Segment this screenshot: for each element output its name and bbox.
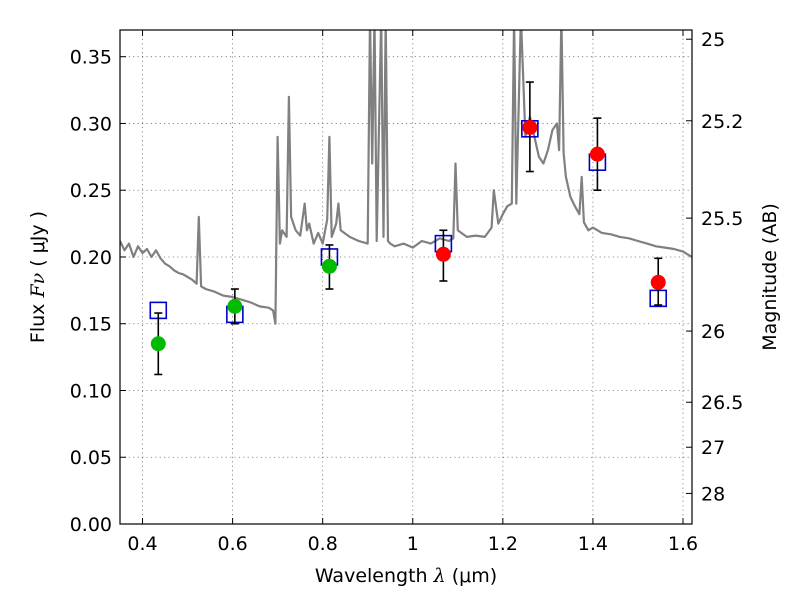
right-tick-label: 25.2 <box>701 111 743 133</box>
x-tick-label: 1.6 <box>668 533 698 555</box>
data-point <box>589 146 605 162</box>
right-tick-label: 25 <box>701 29 725 51</box>
axis-ticks: 0.4 0.6 0.8 1 1.2 1.4 1.6 0.00 0.05 0.10 0.15 0.20 0… <box>70 29 744 555</box>
y-tick-label: 0.15 <box>70 314 112 336</box>
right-axis-label: Magnitude (AB) <box>759 203 781 351</box>
data-point <box>150 336 166 352</box>
x-tick-label: 0.8 <box>308 533 338 555</box>
x-tick-label: 1.2 <box>488 533 518 555</box>
y-tick-label: 0.05 <box>70 447 112 469</box>
data-point <box>522 119 538 135</box>
x-tick-label: 0.6 <box>217 533 247 555</box>
right-tick-label: 28 <box>701 483 725 505</box>
data-point <box>435 246 451 262</box>
plot-frame <box>119 29 693 525</box>
y-axis-label: Flux Fν ( μJy ) <box>27 211 49 343</box>
y-tick-label: 0.25 <box>70 180 112 202</box>
right-tick-label: 27 <box>701 437 725 459</box>
x-axis-label: Wavelength λ (μm) <box>315 565 497 587</box>
y-tick-label: 0.30 <box>70 113 112 135</box>
y-tick-label: 0.10 <box>70 380 112 402</box>
data-point <box>650 274 666 290</box>
x-tick-label: 1 <box>407 533 419 555</box>
right-tick-label: 26 <box>701 321 725 343</box>
y-tick-label: 0.20 <box>70 247 112 269</box>
data-point <box>321 258 337 274</box>
data-point <box>227 298 243 314</box>
y-tick-label: 0.00 <box>70 514 112 536</box>
spectrum-line <box>120 30 692 325</box>
markers <box>149 81 668 376</box>
right-tick-label: 25.5 <box>701 208 743 230</box>
x-tick-label: 0.4 <box>127 533 157 555</box>
grid <box>120 30 692 524</box>
right-tick-label: 26.5 <box>701 392 743 414</box>
x-tick-label: 1.4 <box>578 533 608 555</box>
y-tick-label: 0.35 <box>70 47 112 69</box>
plot-area <box>120 30 692 325</box>
